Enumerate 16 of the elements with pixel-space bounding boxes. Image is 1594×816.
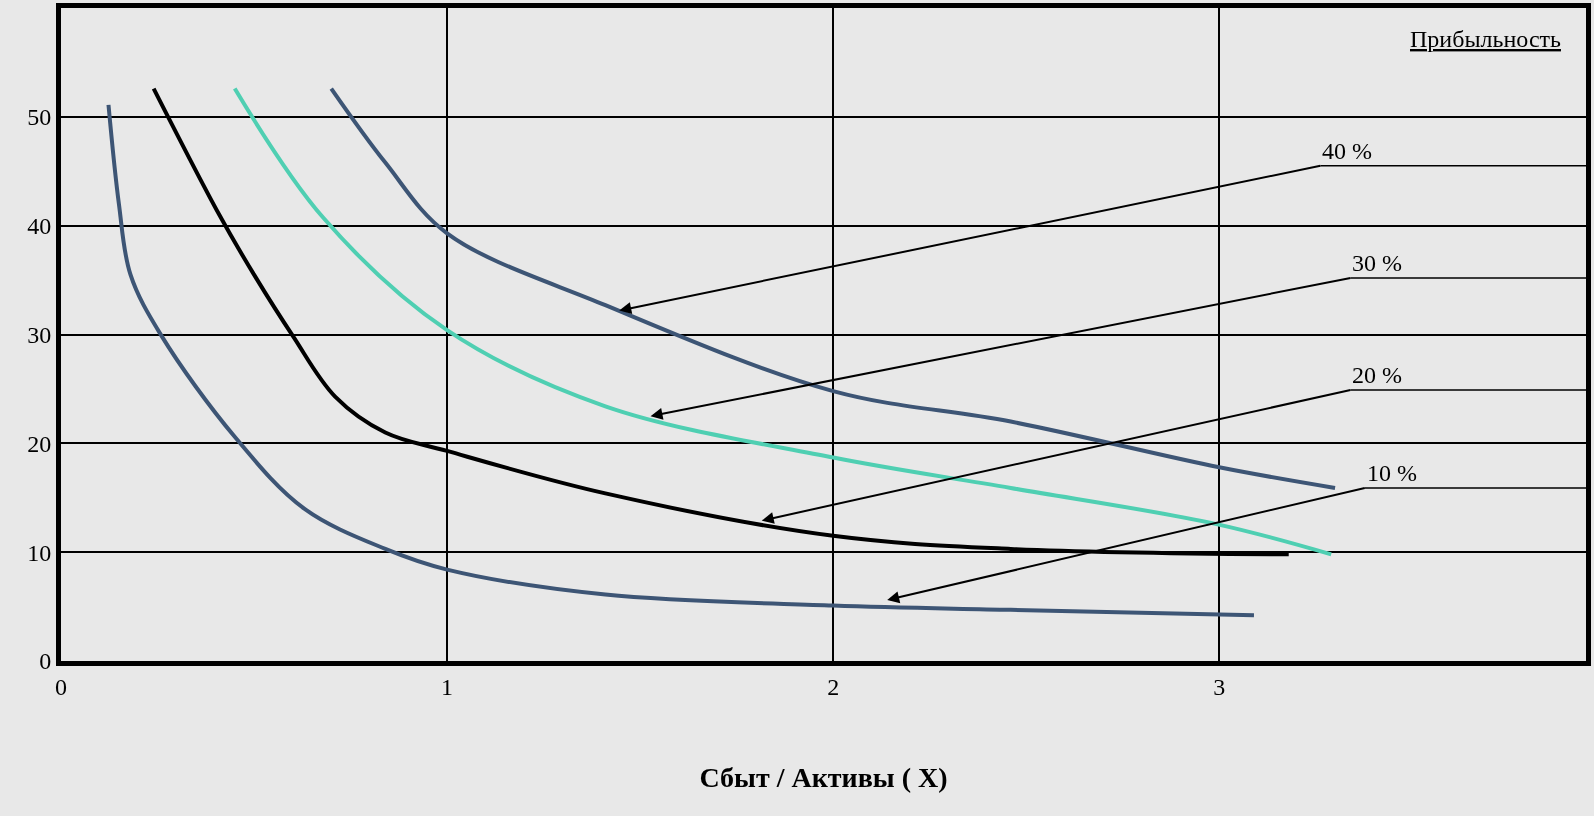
y-tick-label: 10 bbox=[27, 539, 52, 566]
x-tick-label: 1 bbox=[441, 673, 454, 700]
y-tick-label: 30 bbox=[27, 321, 52, 348]
annotation: 30 % bbox=[1352, 250, 1402, 276]
y-tick-label: 40 bbox=[27, 213, 52, 240]
x-tick-label: 2 bbox=[827, 673, 840, 700]
annotation: 20 % bbox=[1352, 362, 1402, 388]
y-tick-label: 20 bbox=[27, 430, 52, 457]
x-tick-label: 3 bbox=[1213, 673, 1226, 700]
x-axis-title: Сбыт / Активы ( X) bbox=[699, 761, 948, 793]
y-tick-label: 50 bbox=[27, 104, 52, 131]
line-series bbox=[106, 102, 1256, 618]
y-tick-label: 0 bbox=[39, 648, 52, 675]
annotation: 40 % bbox=[1322, 138, 1372, 164]
annotation: 10 % bbox=[1367, 460, 1417, 486]
legend-title: Прибыльность bbox=[1410, 26, 1562, 52]
